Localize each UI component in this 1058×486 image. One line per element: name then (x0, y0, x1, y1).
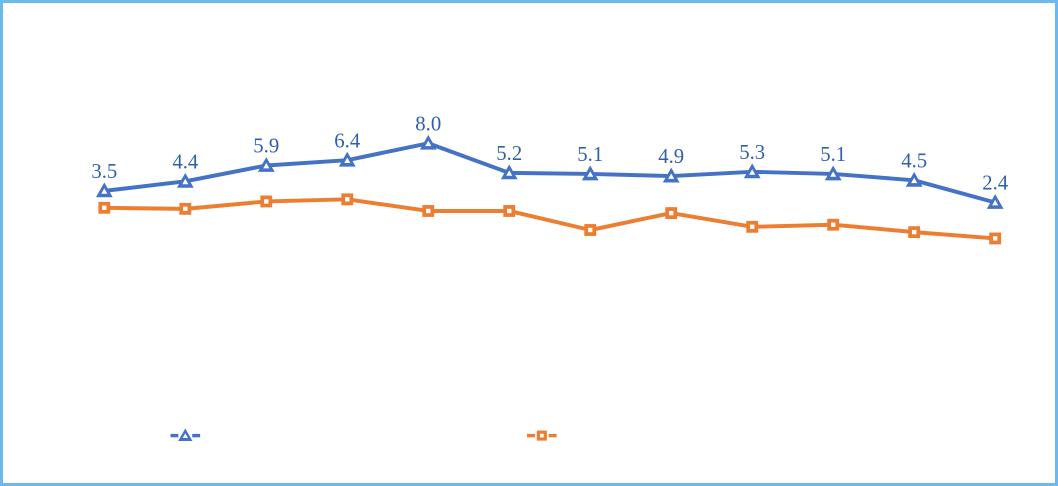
blue-triangle-series-data-label: 4.4 (172, 152, 199, 174)
blue-triangle-series-marker (824, 165, 842, 181)
orange-square-series-marker (260, 195, 273, 208)
orange-square-series-marker (665, 207, 678, 220)
orange-square-series-marker (503, 205, 516, 217)
blue-triangle-series-data-label: 8.0 (415, 113, 441, 135)
blue-triangle-series-marker (662, 167, 680, 183)
orange-square-series-marker (746, 220, 759, 233)
blue-triangle-series-marker (338, 151, 356, 167)
legend-item-orange-square-series (527, 430, 557, 441)
blue-triangle-series-marker (986, 194, 1004, 209)
legend-item-blue-triangle-series (170, 428, 201, 442)
blue-triangle-series-data-label: 3.5 (91, 161, 117, 183)
orange-square-series-marker (422, 205, 435, 217)
blue-triangle-series-data-label: 4.9 (658, 146, 684, 168)
blue-triangle-series-marker (905, 171, 923, 187)
orange-square-series-marker (98, 201, 111, 214)
blue-triangle-series-data-label: 6.4 (334, 130, 361, 152)
blue-triangle-series-marker (176, 172, 194, 188)
blue-triangle-series-data-label: 4.5 (901, 150, 927, 172)
blue-triangle-series-data-label: 5.9 (253, 136, 279, 158)
orange-square-series-line (104, 197, 996, 241)
orange-square-series-marker (341, 193, 354, 206)
blue-triangle-series-marker (95, 182, 113, 198)
orange-square-series-marker (179, 202, 192, 215)
blue-triangle-series-marker (419, 134, 437, 150)
legend-triangle-icon (178, 428, 193, 442)
orange-square-series-marker (989, 232, 1002, 245)
blue-triangle-series-line (104, 141, 996, 205)
blue-triangle-series-marker (743, 163, 761, 179)
blue-triangle-series-data-label: 5.2 (496, 143, 522, 165)
orange-square-series-marker (908, 226, 921, 239)
blue-triangle-series-marker (257, 157, 275, 172)
legend-square-icon (536, 430, 547, 441)
blue-triangle-series-data-label: 2.4 (982, 173, 1009, 195)
blue-triangle-series-marker (500, 164, 518, 180)
blue-triangle-series-marker (581, 165, 599, 181)
blue-triangle-series-data-label: 5.1 (820, 144, 846, 166)
blue-triangle-series-data-label: 5.3 (739, 142, 765, 164)
blue-triangle-series-data-label: 5.1 (577, 144, 603, 166)
line-chart: 3.5 4.4 5.9 6.4 8.0 5.2 5.1 4.9 5.3 5.1 4.5 2.4 (91, 113, 1009, 442)
orange-square-series-marker (584, 224, 597, 236)
orange-square-series-marker (827, 218, 840, 231)
